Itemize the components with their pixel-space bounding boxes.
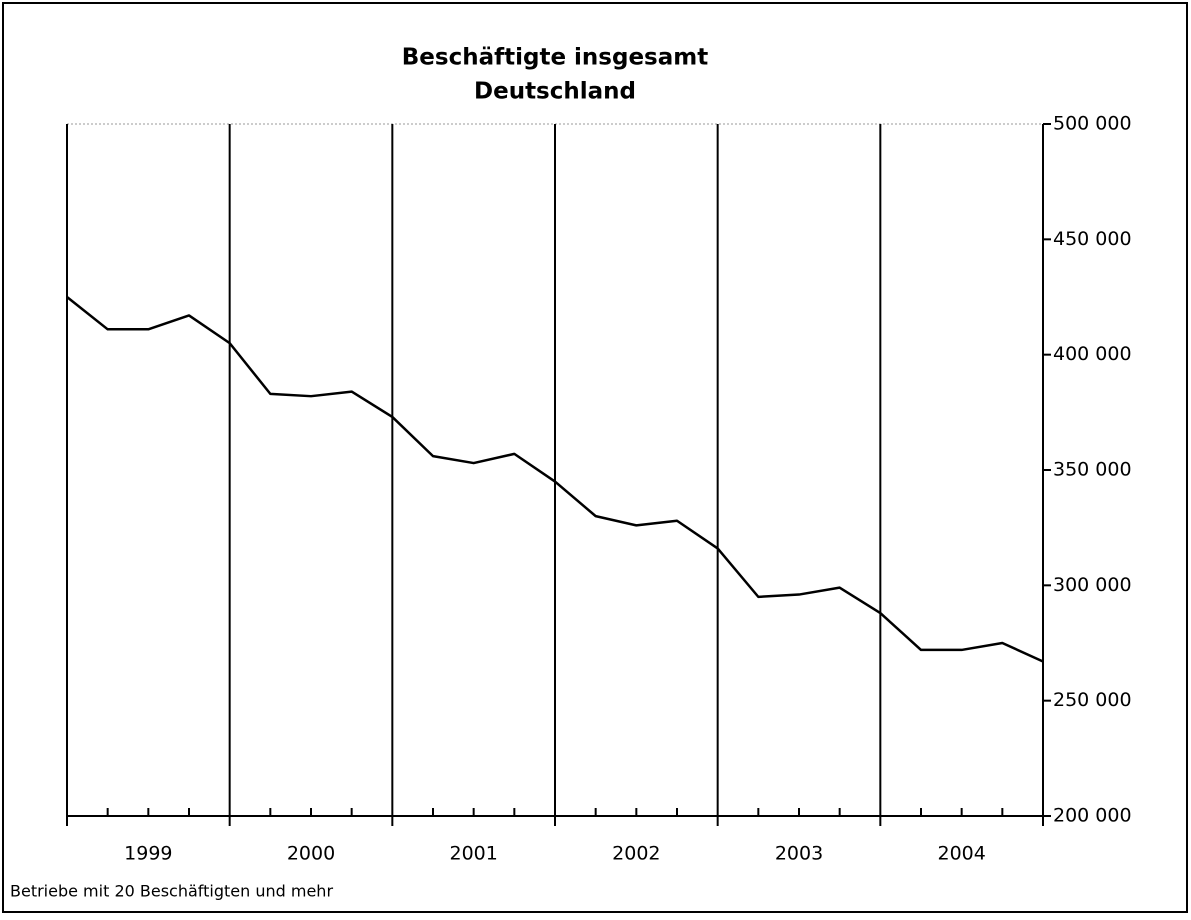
x-tick-label: 2002 xyxy=(612,843,660,865)
y-tick-label: 300 000 xyxy=(1053,574,1132,596)
y-tick-label: 350 000 xyxy=(1053,459,1132,481)
y-tick-label: 200 000 xyxy=(1053,805,1132,827)
x-tick-label: 1999 xyxy=(124,843,172,865)
x-tick-label: 2000 xyxy=(287,843,335,865)
y-tick-label: 450 000 xyxy=(1053,228,1132,250)
x-tick-label: 2004 xyxy=(937,843,985,865)
x-tick-label: 2003 xyxy=(775,843,823,865)
chart-subtitle: Deutschland xyxy=(474,79,636,105)
chart-title: Beschäftigte insgesamt xyxy=(402,45,708,71)
y-tick-label: 500 000 xyxy=(1053,113,1132,135)
footnote: Betriebe mit 20 Beschäftigten und mehr xyxy=(10,882,333,901)
x-tick-label: 2001 xyxy=(449,843,497,865)
y-tick-label: 400 000 xyxy=(1053,343,1132,365)
line-series xyxy=(66,296,1044,663)
y-tick-label: 250 000 xyxy=(1053,689,1132,711)
